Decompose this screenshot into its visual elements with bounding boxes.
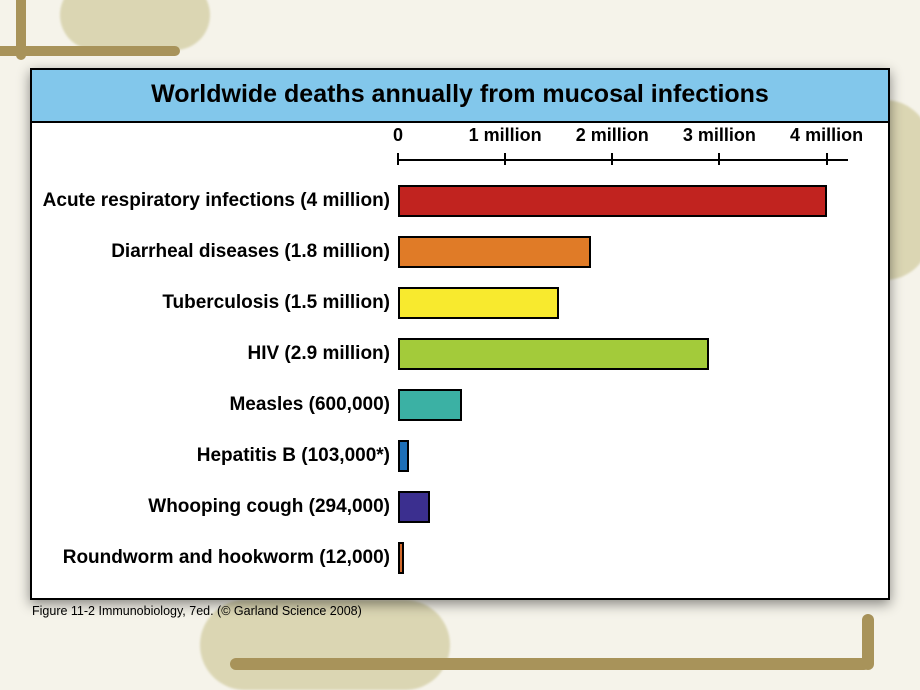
chart-row: Whooping cough (294,000)	[32, 487, 888, 527]
chart-row: Tuberculosis (1.5 million)	[32, 283, 888, 323]
bar	[398, 389, 462, 421]
bar	[398, 338, 709, 370]
chart-row: Roundworm and hookworm (12,000)	[32, 538, 888, 578]
chart-card: Worldwide deaths annually from mucosal i…	[30, 68, 890, 600]
x-tick-label: 2 million	[576, 125, 649, 146]
bg-decor-right-v	[862, 614, 874, 670]
x-tick-label: 0	[393, 125, 403, 146]
bg-blob-1	[60, 0, 210, 50]
chart-row: Diarrheal diseases (1.8 million)	[32, 232, 888, 272]
category-label: Roundworm and hookworm (12,000)	[63, 547, 390, 569]
bg-decor-top	[0, 46, 180, 56]
chart-row: HIV (2.9 million)	[32, 334, 888, 374]
x-tick-label: 4 million	[790, 125, 863, 146]
bar	[398, 287, 559, 319]
x-tick	[611, 153, 613, 165]
chart-row: Measles (600,000)	[32, 385, 888, 425]
chart-body: 0 1 million 2 million 3 million 4 million Acu…	[32, 123, 888, 601]
category-label: Diarrheal diseases (1.8 million)	[111, 241, 390, 263]
x-tick	[718, 153, 720, 165]
category-label: Measles (600,000)	[229, 394, 390, 416]
figure-credit: Figure 11-2 Immunobiology, 7ed. (© Garla…	[32, 604, 362, 618]
bg-decor-top-v	[16, 0, 26, 60]
category-label: Tuberculosis (1.5 million)	[162, 292, 390, 314]
chart-row: Hepatitis B (103,000*)	[32, 436, 888, 476]
bg-decor-bottom	[230, 658, 870, 670]
category-label: HIV (2.9 million)	[247, 343, 390, 365]
bar	[398, 491, 430, 523]
category-label: Whooping cough (294,000)	[148, 496, 390, 518]
x-tick	[826, 153, 828, 165]
x-tick-label: 1 million	[469, 125, 542, 146]
bar	[398, 440, 409, 472]
chart-title: Worldwide deaths annually from mucosal i…	[151, 80, 769, 108]
category-label: Acute respiratory infections (4 million)	[43, 190, 390, 212]
x-tick	[504, 153, 506, 165]
x-tick	[397, 153, 399, 165]
bar	[398, 185, 827, 217]
x-axis-line	[398, 159, 848, 161]
chart-title-bar: Worldwide deaths annually from mucosal i…	[32, 70, 888, 123]
x-tick-label: 3 million	[683, 125, 756, 146]
bar	[398, 236, 591, 268]
chart-row: Acute respiratory infections (4 million)	[32, 181, 888, 221]
category-label: Hepatitis B (103,000*)	[197, 445, 390, 467]
bar	[398, 542, 404, 574]
